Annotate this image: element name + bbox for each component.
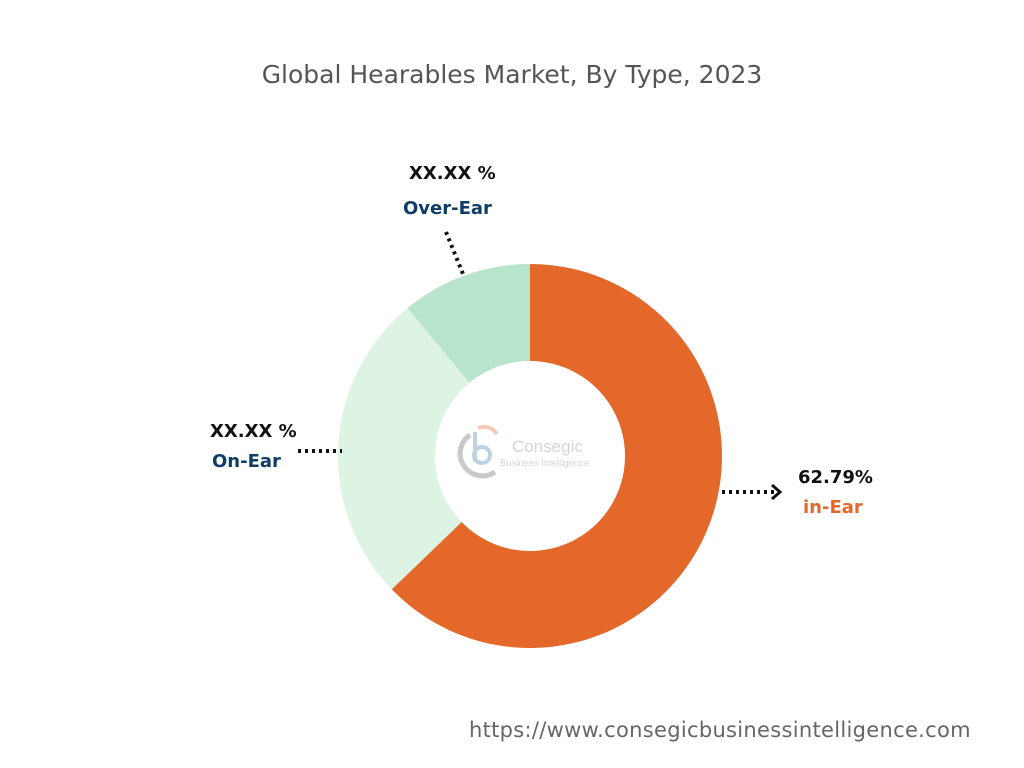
arrow-head-icon [771,483,783,501]
slice-in-ear [391,264,723,649]
on-ear-percent: XX.XX % [210,421,297,442]
watermark-tagline: Business Intelligence [500,458,589,469]
watermark-logo: Consegic Business Intelligence [457,424,589,479]
over-ear-percent: XX.XX % [409,163,496,184]
watermark-brand: Consegic [512,437,583,456]
on-ear-label: On-Ear [212,451,281,472]
slice-on-ear [338,308,470,590]
leader-lines [298,231,775,494]
leader-over-ear [444,231,465,275]
source-url: https://www.consegicbusinessintelligence… [469,718,971,742]
chart-title: Global Hearables Market, By Type, 2023 [261,60,763,89]
over-ear-label: Over-Ear [403,198,492,219]
in-ear-percent: 62.79% [798,467,873,488]
slice-over-ear [407,264,530,383]
in-ear-label: in-Ear [803,497,863,518]
